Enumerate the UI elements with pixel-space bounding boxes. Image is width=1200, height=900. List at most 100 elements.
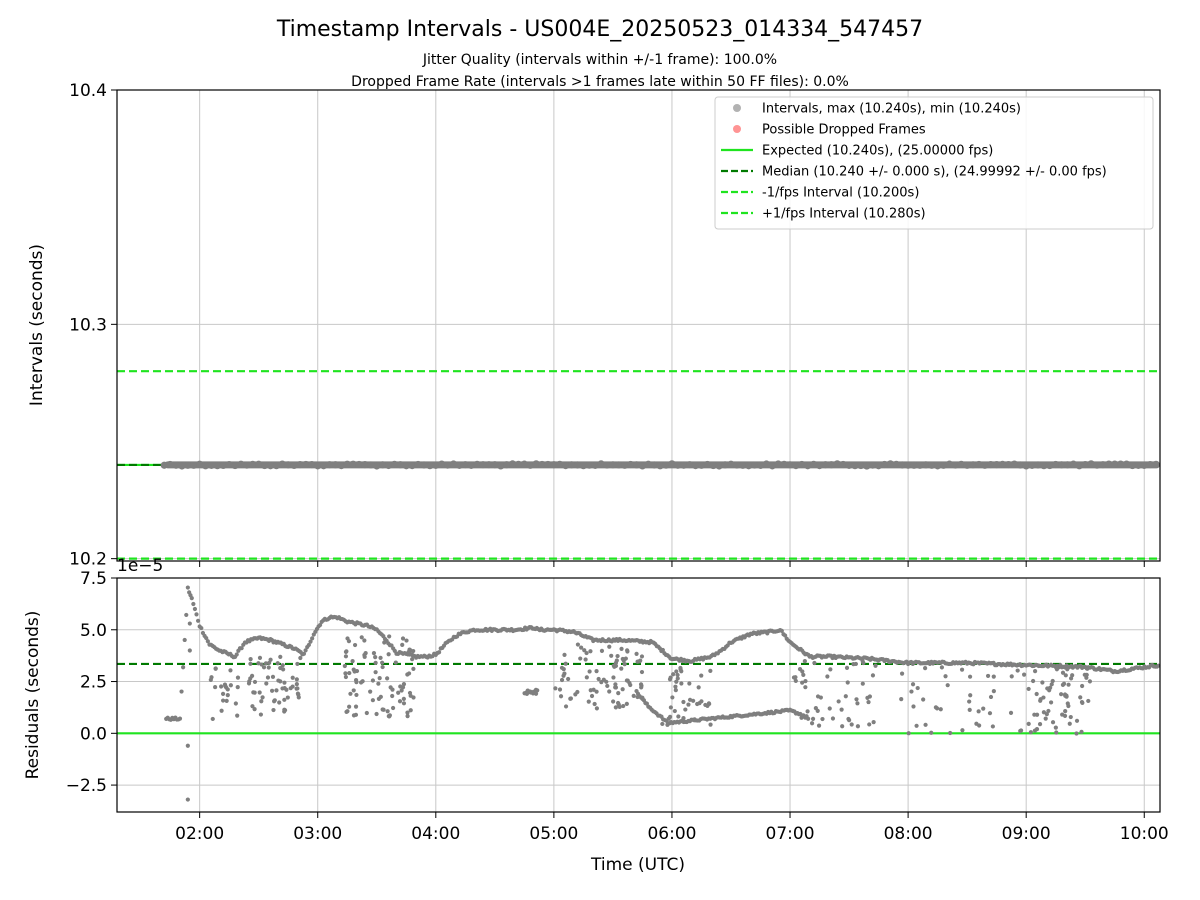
residual-point [205, 639, 210, 644]
interval-point [827, 461, 835, 469]
interval-point [715, 462, 723, 470]
residual-point [899, 671, 905, 676]
residual-point [177, 716, 183, 721]
residual-point [360, 679, 365, 684]
bottom-y-tick-label: 5.0 [80, 621, 107, 641]
residual-point [378, 655, 383, 660]
residual-point [377, 675, 382, 681]
interval-point [810, 460, 818, 468]
residual-point [282, 697, 287, 702]
residual-point [601, 677, 606, 682]
top-panel-x-ticks [199, 561, 1145, 567]
residual-point [666, 716, 671, 721]
residual-point [613, 705, 618, 710]
interval-point [207, 461, 216, 469]
residual-point [344, 649, 349, 654]
residual-point [910, 682, 916, 687]
residual-point [385, 676, 390, 681]
residual-point [639, 669, 645, 675]
residual-point [278, 665, 283, 671]
interval-point [296, 461, 304, 469]
residual-point [566, 676, 571, 682]
residual-point [967, 674, 973, 679]
residual-point [400, 685, 406, 690]
interval-point [662, 461, 670, 469]
interval-point [638, 462, 647, 470]
residual-point [981, 706, 986, 711]
top-y-axis-label: Intervals (seconds) [27, 244, 47, 406]
residual-point [988, 694, 994, 700]
interval-point [945, 460, 954, 468]
x-tick-label: 06:00 [647, 824, 696, 844]
residual-point [380, 660, 385, 665]
residual-point [1084, 675, 1089, 680]
residual-point [228, 668, 233, 673]
interval-point [892, 460, 900, 468]
interval-point [627, 460, 635, 469]
interval-point [1105, 460, 1113, 468]
residual-point [605, 683, 610, 689]
residual-point [373, 660, 378, 666]
residual-point [1063, 693, 1068, 698]
residual-point [974, 721, 979, 726]
residual-point [191, 601, 196, 607]
residual-point [607, 644, 612, 649]
interval-point [751, 461, 759, 469]
residual-point [195, 618, 201, 623]
residual-point [401, 696, 406, 701]
residual-point [681, 699, 686, 705]
residual-point [406, 649, 411, 655]
interval-point [768, 462, 776, 470]
interval-point [815, 461, 824, 470]
residual-point [397, 699, 403, 704]
bottom-y-tick-label: 2.5 [80, 673, 107, 693]
residual-point [301, 651, 307, 656]
residual-point [839, 707, 844, 712]
residual-point [248, 656, 253, 662]
interval-point [196, 460, 204, 468]
x-tick-label: 05:00 [529, 824, 578, 844]
residual-point [660, 647, 665, 653]
interval-point [473, 460, 481, 468]
interval-point [266, 462, 275, 470]
interval-point [1063, 461, 1072, 469]
residual-point [225, 692, 230, 698]
interval-point [792, 461, 800, 470]
interval-point [562, 461, 570, 470]
residual-point [352, 669, 357, 674]
residual-point [265, 675, 271, 680]
residual-point [611, 675, 616, 680]
x-tick-label: 04:00 [411, 824, 460, 844]
residual-point [622, 662, 627, 667]
residual-point [187, 648, 192, 653]
interval-point [934, 462, 942, 470]
residual-point [347, 704, 352, 709]
residual-point [345, 636, 350, 641]
residual-point [235, 675, 241, 680]
residual-point [376, 696, 381, 701]
residual-point [1045, 686, 1050, 691]
residual-point [282, 708, 288, 713]
residual-point [179, 689, 184, 694]
residual-point [259, 699, 264, 704]
interval-point [432, 461, 440, 469]
residual-point [308, 639, 313, 644]
residual-point [370, 698, 375, 703]
residual-point [575, 642, 581, 647]
bottom-panel-frame [116, 577, 1161, 813]
residual-point [563, 661, 568, 666]
residual-point [1066, 682, 1071, 687]
residual-point [1065, 701, 1070, 706]
residual-point [533, 691, 539, 696]
residual-point [260, 695, 265, 700]
residual-point [399, 688, 404, 693]
interval-point [851, 462, 859, 470]
residual-point [561, 673, 566, 678]
interval-point [497, 462, 505, 470]
residual-point [809, 721, 815, 726]
residual-point [616, 691, 621, 696]
residual-point [354, 679, 359, 685]
residual-point [612, 664, 617, 669]
residual-point [182, 637, 187, 643]
residual-point [613, 685, 618, 690]
